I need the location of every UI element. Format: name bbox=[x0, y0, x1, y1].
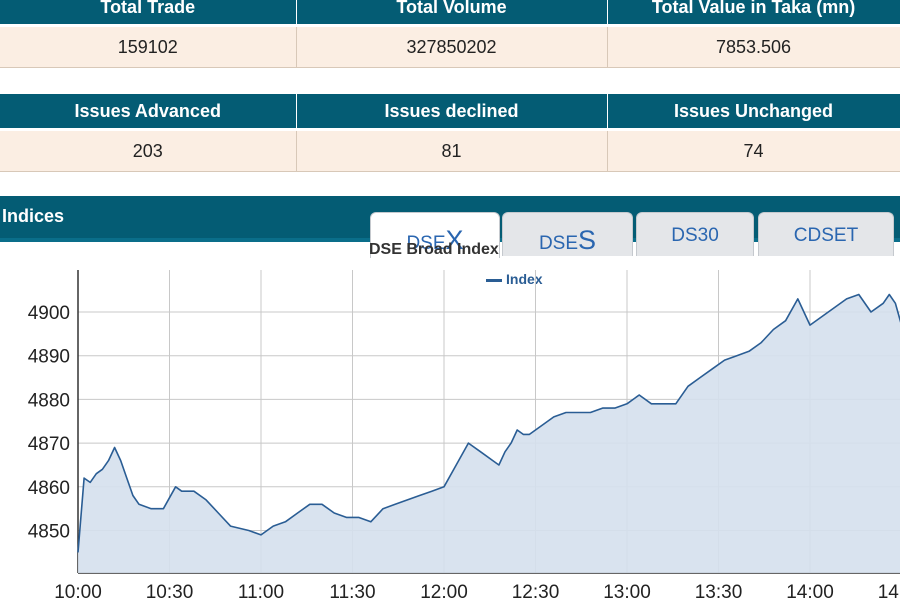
chart-title: DSE Broad Index bbox=[369, 241, 499, 258]
indices-title: Indices bbox=[2, 206, 65, 226]
legend-swatch-index bbox=[486, 278, 502, 282]
header-issues-declined: Issues declined bbox=[296, 94, 608, 131]
x-tick-label-13:00: 13:00 bbox=[603, 582, 651, 600]
value-total-volume: 327850202 bbox=[296, 25, 608, 68]
tab-cdset[interactable]: CDSET bbox=[758, 212, 894, 256]
tab-dsex-suffix: X bbox=[445, 225, 464, 255]
tab-dses-suffix: S bbox=[578, 225, 597, 255]
tab-ds30[interactable]: DS30 bbox=[636, 212, 754, 256]
value-issues-declined: 81 bbox=[296, 129, 608, 172]
value-total-value: 7853.506 bbox=[607, 25, 900, 68]
tab-dsex-prefix: DSE bbox=[406, 233, 446, 254]
x-tick-label-10:00: 10:00 bbox=[54, 582, 102, 600]
x-tick-label-12:00: 12:00 bbox=[420, 582, 468, 600]
value-total-trade: 159102 bbox=[0, 25, 297, 68]
legend-label-index: Index bbox=[506, 271, 543, 287]
value-issues-unchanged: 74 bbox=[607, 129, 900, 172]
issues-summary-table: Issues Advanced Issues declined Issues U… bbox=[0, 94, 900, 172]
y-tick-label-4860: 4860 bbox=[28, 478, 70, 499]
x-tick-label-11:30: 11:30 bbox=[329, 582, 375, 600]
tab-cdset-label: CDSET bbox=[793, 225, 859, 246]
tab-dses-prefix: DSE bbox=[538, 233, 579, 254]
series-area-index bbox=[78, 294, 900, 573]
index-area-chart: 4850 4860 4870 4880 4890 4900 10:00 10:30 11:00 1… bbox=[28, 270, 900, 600]
header-total-volume: Total Volume bbox=[296, 0, 608, 27]
tab-dsex[interactable]: DSEX bbox=[370, 212, 500, 258]
tab-ds30-label: DS30 bbox=[671, 225, 719, 246]
value-issues-advanced: 203 bbox=[0, 129, 297, 172]
x-tick-label-14:00: 14:00 bbox=[786, 582, 834, 600]
header-total-value: Total Value in Taka (mn) bbox=[607, 0, 900, 27]
x-tick-label-11:00: 11:00 bbox=[238, 582, 284, 600]
y-tick-label-4890: 4890 bbox=[28, 347, 70, 368]
y-tick-label-4900: 4900 bbox=[28, 303, 70, 324]
header-issues-advanced: Issues Advanced bbox=[0, 94, 297, 131]
market-summary-table: Total Trade Total Volume Total Value in … bbox=[0, 0, 900, 68]
header-total-trade: Total Trade bbox=[0, 0, 297, 27]
series-line-index bbox=[77, 293, 900, 553]
x-tick-label-12:30: 12:30 bbox=[512, 582, 560, 600]
x-tick-label-14:30: 14:30 bbox=[878, 582, 900, 600]
tab-dses[interactable]: DSES bbox=[502, 212, 633, 256]
y-tick-label-4870: 4870 bbox=[28, 434, 70, 455]
y-tick-label-4880: 4880 bbox=[28, 390, 70, 411]
x-tick-label-13:30: 13:30 bbox=[695, 582, 743, 600]
header-issues-unchanged: Issues Unchanged bbox=[607, 94, 900, 131]
x-tick-label-10:30: 10:30 bbox=[146, 582, 194, 600]
chart-legend[interactable]: Index bbox=[486, 271, 543, 287]
y-tick-label-4850: 4850 bbox=[28, 522, 70, 543]
